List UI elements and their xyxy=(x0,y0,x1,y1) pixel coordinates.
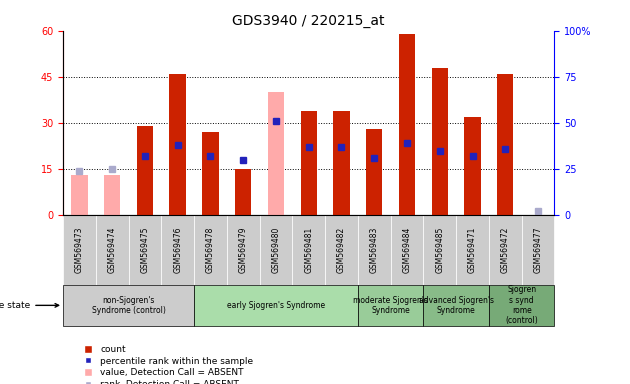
Bar xyxy=(169,74,186,215)
Bar xyxy=(202,132,219,215)
Text: GSM569474: GSM569474 xyxy=(108,227,117,273)
Text: GSM569473: GSM569473 xyxy=(75,227,84,273)
Text: advanced Sjogren's
Syndrome: advanced Sjogren's Syndrome xyxy=(418,296,494,315)
Text: GSM569478: GSM569478 xyxy=(206,227,215,273)
Text: GSM569472: GSM569472 xyxy=(501,227,510,273)
Text: GSM569471: GSM569471 xyxy=(468,227,477,273)
Bar xyxy=(489,285,554,326)
Bar xyxy=(104,175,120,215)
Bar xyxy=(522,215,554,285)
Bar xyxy=(358,215,391,285)
Text: early Sjogren's Syndrome: early Sjogren's Syndrome xyxy=(227,301,325,310)
Bar xyxy=(71,175,88,215)
Text: GSM569481: GSM569481 xyxy=(304,227,313,273)
Bar xyxy=(227,215,260,285)
Text: Sjogren
s synd
rome
(control): Sjogren s synd rome (control) xyxy=(505,285,538,326)
Bar xyxy=(137,126,153,215)
Bar xyxy=(235,169,251,215)
Text: GSM569483: GSM569483 xyxy=(370,227,379,273)
Text: non-Sjogren's
Syndrome (control): non-Sjogren's Syndrome (control) xyxy=(91,296,166,315)
Text: GSM569484: GSM569484 xyxy=(403,227,411,273)
Bar xyxy=(423,285,489,326)
Bar xyxy=(432,68,448,215)
Bar xyxy=(489,215,522,285)
Bar xyxy=(358,285,423,326)
Bar xyxy=(333,111,350,215)
Bar xyxy=(399,34,415,215)
Text: disease state: disease state xyxy=(0,301,59,310)
Text: GSM569475: GSM569475 xyxy=(140,227,149,273)
Text: GSM569480: GSM569480 xyxy=(272,227,280,273)
Title: GDS3940 / 220215_at: GDS3940 / 220215_at xyxy=(232,14,385,28)
Bar xyxy=(194,215,227,285)
Bar xyxy=(260,215,292,285)
Bar xyxy=(391,215,423,285)
Text: GSM569479: GSM569479 xyxy=(239,227,248,273)
Bar xyxy=(129,215,161,285)
Bar xyxy=(161,215,194,285)
Text: GSM569477: GSM569477 xyxy=(534,227,542,273)
Bar xyxy=(96,215,129,285)
Bar xyxy=(325,215,358,285)
Bar xyxy=(497,74,513,215)
Bar xyxy=(268,92,284,215)
Text: GSM569485: GSM569485 xyxy=(435,227,444,273)
Text: GSM569482: GSM569482 xyxy=(337,227,346,273)
Bar xyxy=(366,129,382,215)
Text: GSM569476: GSM569476 xyxy=(173,227,182,273)
Bar xyxy=(292,215,325,285)
Bar xyxy=(63,215,96,285)
Bar xyxy=(63,285,194,326)
Bar xyxy=(423,215,456,285)
Bar xyxy=(301,111,317,215)
Text: moderate Sjogren's
Syndrome: moderate Sjogren's Syndrome xyxy=(353,296,428,315)
Legend: count, percentile rank within the sample, value, Detection Call = ABSENT, rank, : count, percentile rank within the sample… xyxy=(84,345,253,384)
Bar xyxy=(194,285,358,326)
Bar xyxy=(456,215,489,285)
Bar xyxy=(464,117,481,215)
